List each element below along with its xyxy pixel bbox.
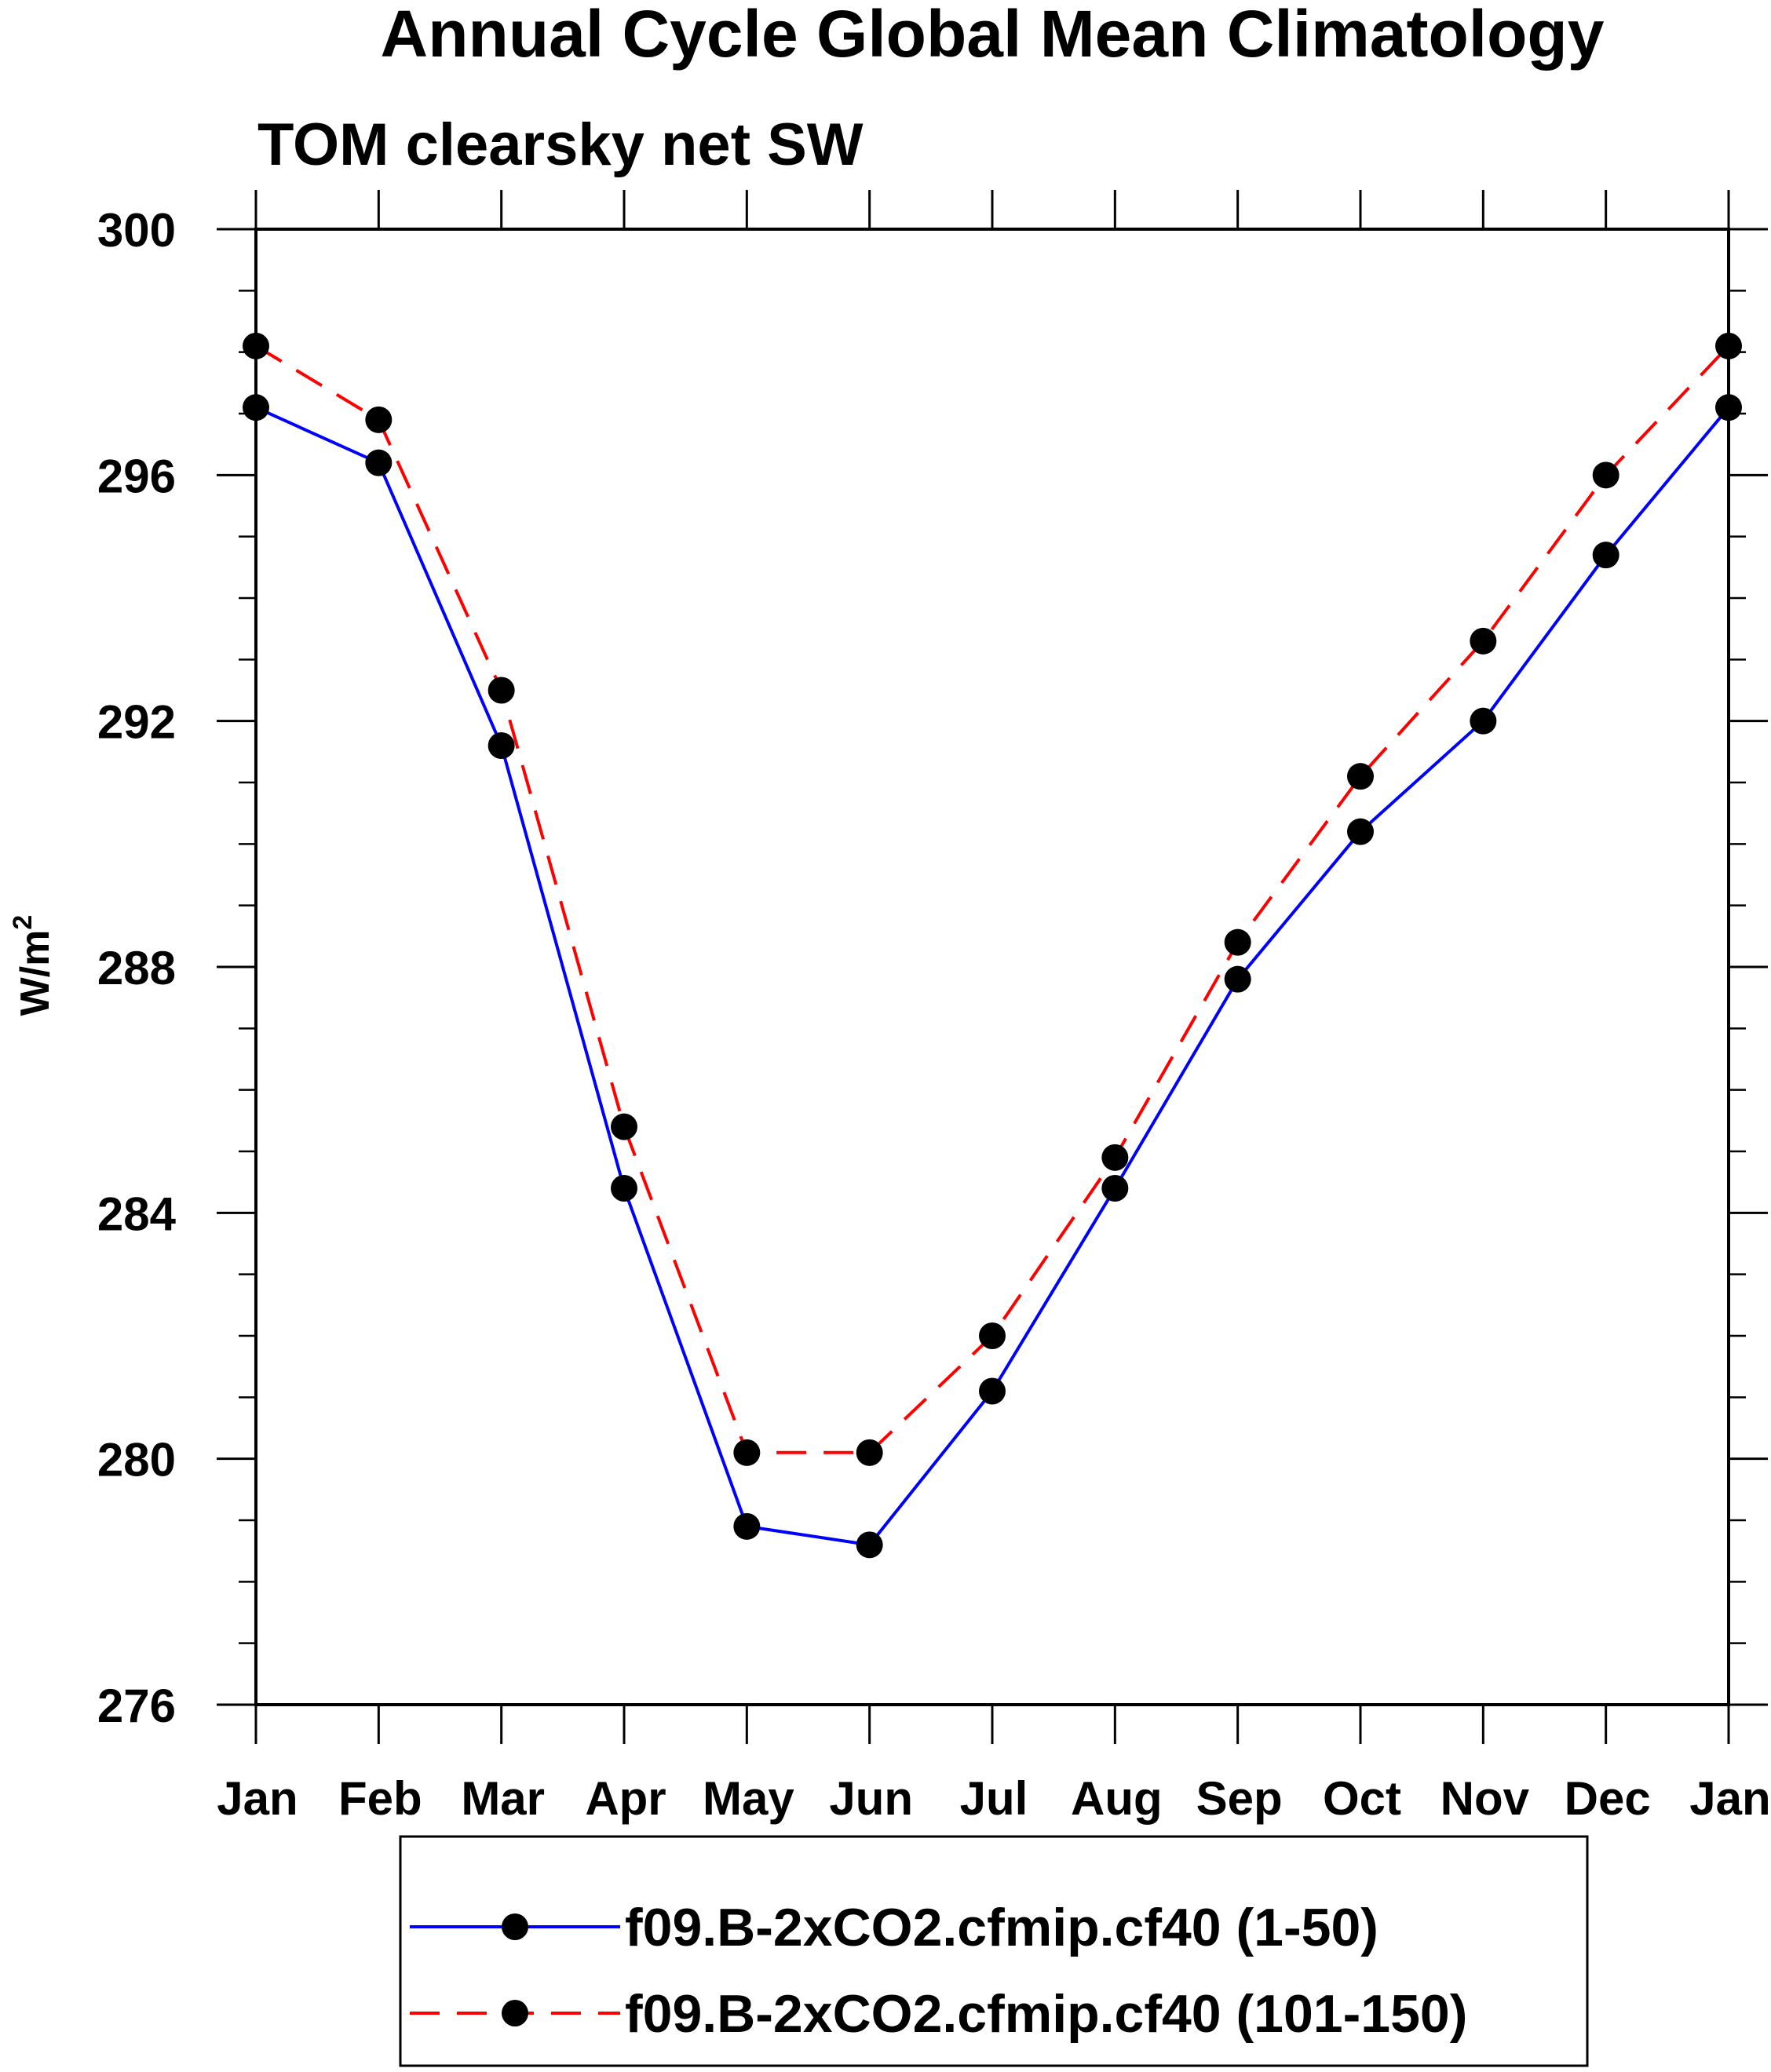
- y-axis-label-base: W/m: [13, 930, 58, 1016]
- x-tick-label: Jul: [960, 1772, 1028, 1825]
- data-point: [856, 1439, 883, 1466]
- data-point: [487, 732, 515, 759]
- series-2: [243, 332, 1742, 1466]
- x-tick-label: Aug: [1071, 1772, 1163, 1825]
- data-point: [611, 1113, 637, 1140]
- y-tick-label: 276: [97, 1680, 176, 1732]
- series-line: [254, 345, 1730, 1454]
- data-point: [1347, 818, 1374, 845]
- data-point: [733, 1512, 761, 1540]
- data-point: [733, 1439, 761, 1466]
- legend: f09.B-2xCO2.cfmip.cf40 (1-50) f09.B-2xCO2…: [399, 1835, 1589, 2067]
- y-tick-label: 300: [97, 204, 176, 257]
- data-point: [979, 1322, 1006, 1349]
- data-point: [1592, 461, 1619, 489]
- y-axis-label-superscript: 2: [8, 915, 38, 930]
- y-tick-label: 288: [97, 942, 176, 994]
- data-point: [365, 449, 393, 476]
- x-tick-label: Nov: [1441, 1772, 1530, 1825]
- x-tick-label: May: [703, 1772, 794, 1825]
- y-axis-label: W/m2: [8, 915, 58, 1016]
- x-tick-label: Sep: [1196, 1772, 1283, 1825]
- y-tick-label: 280: [97, 1434, 176, 1487]
- y-tick-label: 292: [97, 696, 176, 749]
- x-tick-label: Apr: [585, 1772, 666, 1825]
- legend-label: f09.B-2xCO2.cfmip.cf40 (101-150): [625, 1984, 1467, 2044]
- data-point: [1347, 763, 1374, 790]
- data-point: [611, 1175, 637, 1202]
- data-point: [487, 677, 515, 704]
- data-point: [1101, 1144, 1129, 1171]
- series-layer: [243, 332, 1742, 1559]
- data-point: [1470, 627, 1497, 655]
- legend-marker: [502, 2000, 528, 2026]
- data-point: [979, 1377, 1006, 1405]
- y-tick-label: 284: [97, 1187, 177, 1240]
- data-point: [1101, 1175, 1129, 1202]
- x-tick-label: Dec: [1565, 1772, 1651, 1825]
- chart-subtitle: TOM clearsky net SW: [257, 111, 864, 178]
- data-point: [1592, 542, 1619, 569]
- data-point: [365, 406, 393, 433]
- svg-text:W/m2: W/m2: [8, 915, 58, 1016]
- data-point: [1224, 928, 1251, 956]
- series-1: [243, 394, 1742, 1559]
- x-tick-label: Feb: [338, 1772, 422, 1825]
- axis-tick-labels: Jan Feb Mar Apr May Jun Jul Aug Sep Oct Nov Dec Jan 2…: [97, 204, 1771, 1825]
- x-tick-label: Jan: [1689, 1772, 1770, 1825]
- legend-box: [399, 1835, 1589, 2067]
- x-tick-label: Mar: [461, 1772, 545, 1825]
- data-point: [856, 1531, 883, 1559]
- legend-marker: [502, 1913, 528, 1940]
- x-tick-label: Jan: [217, 1772, 298, 1825]
- data-point: [1224, 965, 1251, 993]
- series-line: [255, 406, 1730, 1547]
- legend-label: f09.B-2xCO2.cfmip.cf40 (1-50): [625, 1898, 1378, 1957]
- x-tick-label: Jun: [829, 1772, 913, 1825]
- chart-title: Annual Cycle Global Mean Climatology: [381, 0, 1605, 71]
- plot-frame: [254, 228, 1730, 1706]
- x-tick-label: Oct: [1323, 1772, 1401, 1825]
- y-tick-label: 296: [97, 450, 176, 502]
- data-point: [1470, 707, 1497, 735]
- axis-ticks: [217, 190, 1768, 1744]
